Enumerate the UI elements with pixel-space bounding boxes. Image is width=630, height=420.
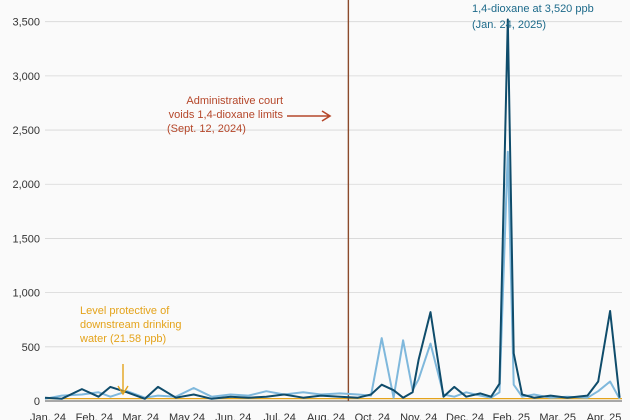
threshold-annotation: Level protective of downstream drinking … xyxy=(79,305,182,396)
y-tick-label: 0 xyxy=(34,396,40,408)
peak-annotation-line-2: (Jan. 24, 2025) xyxy=(472,19,546,31)
threshold-arrow xyxy=(117,364,129,396)
x-tick-label: Jul. 24 xyxy=(263,412,295,420)
y-tick-label: 2,500 xyxy=(12,125,40,137)
y-tick-label: 500 xyxy=(22,342,40,354)
y-tick-label: 1,000 xyxy=(12,288,40,300)
y-tick-label: 1,500 xyxy=(12,233,40,245)
court-annotation-line-1: Administrative court xyxy=(186,95,283,107)
x-tick-label: Mar. 24 xyxy=(122,412,159,420)
court-annotation: Administrative court voids 1,4-dioxane l… xyxy=(167,95,332,135)
peak-annotation: 1,4-dioxane at 3,520 ppb (Jan. 24, 2025) xyxy=(472,3,594,31)
x-tick-label: Nov. 24 xyxy=(400,412,437,420)
threshold-annotation-line-2: downstream drinking xyxy=(80,319,182,331)
gridlines xyxy=(45,21,622,402)
x-tick-label: May 24 xyxy=(169,412,205,420)
x-tick-label: Aug. 24 xyxy=(307,412,345,420)
x-tick-label: Feb. 24 xyxy=(76,412,113,420)
court-annotation-line-3: (Sept. 12, 2024) xyxy=(167,123,246,135)
x-axis: Jan. 24 Feb. 24 Mar. 24 May 24 Jun. 24 Jul. 2… xyxy=(30,412,621,420)
x-tick-label: Mar. 25 xyxy=(539,412,576,420)
threshold-annotation-line-3: water (21.58 ppb) xyxy=(79,333,166,345)
x-tick-label: Jun. 24 xyxy=(215,412,251,420)
y-tick-label: 3,000 xyxy=(12,71,40,83)
y-axis: 0 500 1,000 1,500 2,000 2,500 3,000 3,500 xyxy=(12,17,40,408)
y-tick-label: 2,000 xyxy=(12,179,40,191)
court-annotation-line-2: voids 1,4-dioxane limits xyxy=(169,109,284,121)
x-tick-label: Dec. 24 xyxy=(446,412,484,420)
series-lines xyxy=(44,18,621,400)
series-line-dark xyxy=(44,18,621,400)
x-tick-label: Oct. 24 xyxy=(355,412,390,420)
threshold-annotation-line-1: Level protective of xyxy=(80,305,170,317)
peak-annotation-line-1: 1,4-dioxane at 3,520 ppb xyxy=(472,3,594,15)
series-line-light xyxy=(44,150,621,400)
x-tick-label: Feb. 25 xyxy=(493,412,530,420)
y-tick-label: 3,500 xyxy=(12,17,40,29)
x-tick-label: Apr. 25 xyxy=(587,412,622,420)
court-arrow xyxy=(287,110,332,122)
x-tick-label: Jan. 24 xyxy=(30,412,66,420)
